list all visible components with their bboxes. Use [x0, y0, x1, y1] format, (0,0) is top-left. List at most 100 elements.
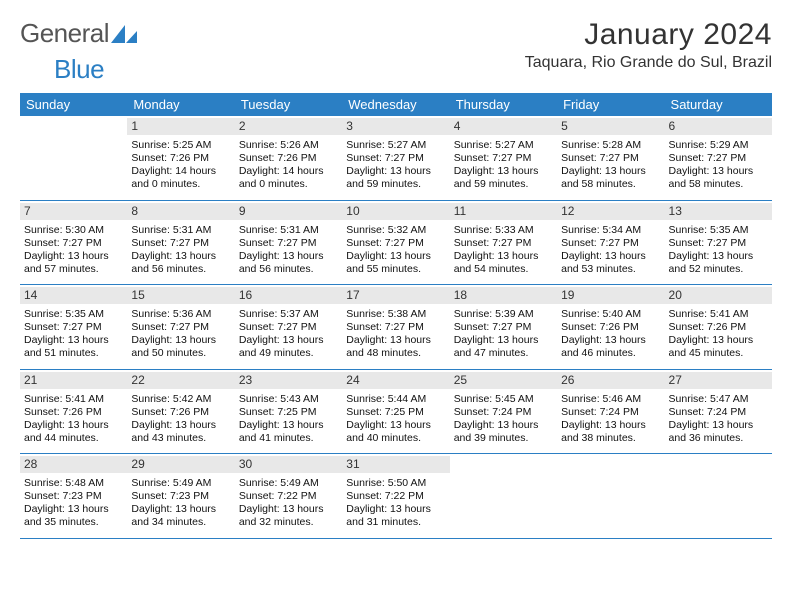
daylight-line: Daylight: 13 hours and 41 minutes.	[239, 419, 338, 445]
daylight-line: Daylight: 13 hours and 58 minutes.	[669, 165, 768, 191]
daylight-line: Daylight: 13 hours and 59 minutes.	[454, 165, 553, 191]
sunrise-line: Sunrise: 5:28 AM	[561, 139, 660, 152]
sunset-line: Sunset: 7:26 PM	[131, 406, 230, 419]
daylight-line: Daylight: 13 hours and 49 minutes.	[239, 334, 338, 360]
day-number: 8	[127, 203, 234, 220]
day-cell	[20, 116, 127, 200]
daylight-line: Daylight: 13 hours and 43 minutes.	[131, 419, 230, 445]
day-number: 7	[20, 203, 127, 220]
sunset-line: Sunset: 7:27 PM	[561, 237, 660, 250]
day-cell: 10Sunrise: 5:32 AMSunset: 7:27 PMDayligh…	[342, 201, 449, 285]
sunset-line: Sunset: 7:27 PM	[239, 237, 338, 250]
sunrise-line: Sunrise: 5:29 AM	[669, 139, 768, 152]
daylight-line: Daylight: 13 hours and 56 minutes.	[239, 250, 338, 276]
sunset-line: Sunset: 7:27 PM	[454, 321, 553, 334]
day-number: 30	[235, 456, 342, 473]
dow-cell: Monday	[127, 93, 234, 116]
title-block: January 2024 Taquara, Rio Grande do Sul,…	[525, 18, 772, 72]
day-number: 9	[235, 203, 342, 220]
week-row: 28Sunrise: 5:48 AMSunset: 7:23 PMDayligh…	[20, 454, 772, 539]
daylight-line: Daylight: 13 hours and 48 minutes.	[346, 334, 445, 360]
sunset-line: Sunset: 7:24 PM	[454, 406, 553, 419]
sunrise-line: Sunrise: 5:50 AM	[346, 477, 445, 490]
day-cell: 4Sunrise: 5:27 AMSunset: 7:27 PMDaylight…	[450, 116, 557, 200]
logo-text-blue: Blue	[54, 54, 104, 85]
sunset-line: Sunset: 7:22 PM	[239, 490, 338, 503]
sunset-line: Sunset: 7:27 PM	[346, 321, 445, 334]
logo-sail-icon	[111, 25, 137, 43]
sunset-line: Sunset: 7:27 PM	[454, 237, 553, 250]
week-row: 1Sunrise: 5:25 AMSunset: 7:26 PMDaylight…	[20, 116, 772, 201]
day-cell: 23Sunrise: 5:43 AMSunset: 7:25 PMDayligh…	[235, 370, 342, 454]
day-cell	[557, 454, 664, 538]
dow-cell: Sunday	[20, 93, 127, 116]
dow-cell: Saturday	[665, 93, 772, 116]
day-number: 1	[127, 118, 234, 135]
day-number: 4	[450, 118, 557, 135]
day-number: 3	[342, 118, 449, 135]
daylight-line: Daylight: 13 hours and 51 minutes.	[24, 334, 123, 360]
sunset-line: Sunset: 7:27 PM	[669, 237, 768, 250]
sunset-line: Sunset: 7:27 PM	[24, 237, 123, 250]
day-cell: 1 Sunrise: 5:25 AMSunset: 7:26 PMDaylight…	[127, 116, 234, 200]
day-number: 12	[557, 203, 664, 220]
day-number: 5	[557, 118, 664, 135]
day-cell: 19Sunrise: 5:40 AMSunset: 7:26 PMDayligh…	[557, 285, 664, 369]
day-cell: 22Sunrise: 5:42 AMSunset: 7:26 PMDayligh…	[127, 370, 234, 454]
day-cell: 26Sunrise: 5:46 AMSunset: 7:24 PMDayligh…	[557, 370, 664, 454]
sunset-line: Sunset: 7:26 PM	[239, 152, 338, 165]
day-cell: 15Sunrise: 5:36 AMSunset: 7:27 PMDayligh…	[127, 285, 234, 369]
calendar: SundayMondayTuesdayWednesdayThursdayFrid…	[20, 93, 772, 539]
sunrise-line: Sunrise: 5:26 AM	[239, 139, 338, 152]
day-number: 19	[557, 287, 664, 304]
day-cell: 6Sunrise: 5:29 AMSunset: 7:27 PMDaylight…	[665, 116, 772, 200]
sunset-line: Sunset: 7:27 PM	[346, 152, 445, 165]
daylight-line: Daylight: 13 hours and 35 minutes.	[24, 503, 123, 529]
day-number: 25	[450, 372, 557, 389]
daylight-line: Daylight: 13 hours and 56 minutes.	[131, 250, 230, 276]
week-row: 14Sunrise: 5:35 AMSunset: 7:27 PMDayligh…	[20, 285, 772, 370]
sunrise-line: Sunrise: 5:27 AM	[346, 139, 445, 152]
daylight-line: Daylight: 13 hours and 47 minutes.	[454, 334, 553, 360]
day-cell: 13Sunrise: 5:35 AMSunset: 7:27 PMDayligh…	[665, 201, 772, 285]
week-row: 21Sunrise: 5:41 AMSunset: 7:26 PMDayligh…	[20, 370, 772, 455]
daylight-line: Daylight: 13 hours and 39 minutes.	[454, 419, 553, 445]
day-cell: 5Sunrise: 5:28 AMSunset: 7:27 PMDaylight…	[557, 116, 664, 200]
dow-cell: Thursday	[450, 93, 557, 116]
day-cell: 28Sunrise: 5:48 AMSunset: 7:23 PMDayligh…	[20, 454, 127, 538]
sunrise-line: Sunrise: 5:43 AM	[239, 393, 338, 406]
daylight-line: Daylight: 13 hours and 40 minutes.	[346, 419, 445, 445]
sunrise-line: Sunrise: 5:31 AM	[239, 224, 338, 237]
day-cell: 11Sunrise: 5:33 AMSunset: 7:27 PMDayligh…	[450, 201, 557, 285]
sunrise-line: Sunrise: 5:25 AM	[131, 139, 230, 152]
sunset-line: Sunset: 7:25 PM	[239, 406, 338, 419]
day-number: 27	[665, 372, 772, 389]
sunset-line: Sunset: 7:24 PM	[561, 406, 660, 419]
day-number: 26	[557, 372, 664, 389]
sunrise-line: Sunrise: 5:49 AM	[131, 477, 230, 490]
sunset-line: Sunset: 7:27 PM	[346, 237, 445, 250]
sunset-line: Sunset: 7:26 PM	[561, 321, 660, 334]
daylight-line: Daylight: 13 hours and 54 minutes.	[454, 250, 553, 276]
sunset-line: Sunset: 7:22 PM	[346, 490, 445, 503]
day-cell: 8Sunrise: 5:31 AMSunset: 7:27 PMDaylight…	[127, 201, 234, 285]
sunset-line: Sunset: 7:26 PM	[131, 152, 230, 165]
day-cell: 7Sunrise: 5:30 AMSunset: 7:27 PMDaylight…	[20, 201, 127, 285]
weeks-container: 1Sunrise: 5:25 AMSunset: 7:26 PMDaylight…	[20, 116, 772, 539]
day-cell: 30Sunrise: 5:49 AMSunset: 7:22 PMDayligh…	[235, 454, 342, 538]
sunset-line: Sunset: 7:27 PM	[131, 321, 230, 334]
day-cell: 25Sunrise: 5:45 AMSunset: 7:24 PMDayligh…	[450, 370, 557, 454]
sunrise-line: Sunrise: 5:39 AM	[454, 308, 553, 321]
month-title: January 2024	[525, 18, 772, 52]
day-number: 17	[342, 287, 449, 304]
daylight-line: Daylight: 14 hours and 0 minutes.	[131, 165, 230, 191]
sunrise-line: Sunrise: 5:42 AM	[131, 393, 230, 406]
day-cell: 17Sunrise: 5:38 AMSunset: 7:27 PMDayligh…	[342, 285, 449, 369]
sunset-line: Sunset: 7:26 PM	[669, 321, 768, 334]
daylight-line: Daylight: 13 hours and 52 minutes.	[669, 250, 768, 276]
daylight-line: Daylight: 13 hours and 57 minutes.	[24, 250, 123, 276]
day-number: 28	[20, 456, 127, 473]
daylight-line: Daylight: 13 hours and 58 minutes.	[561, 165, 660, 191]
day-number: 18	[450, 287, 557, 304]
day-number: 13	[665, 203, 772, 220]
